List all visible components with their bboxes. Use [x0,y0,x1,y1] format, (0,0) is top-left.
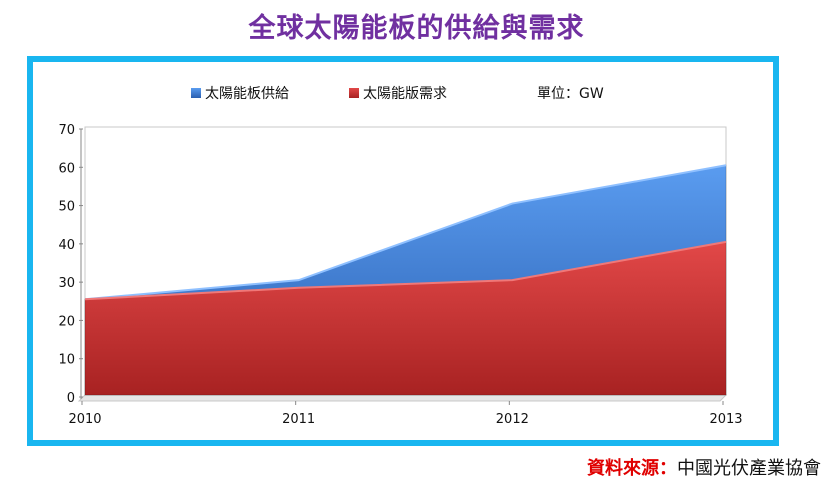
chart-frame: 太陽能板供給 太陽能版需求 單位：GW 0 10 20 30 40 50 60 70 2010 2… [27,56,779,446]
legend-supply-label: 太陽能板供給 [205,86,289,102]
source-value: 中國光伏產業協會 [677,458,821,479]
plot-floor [77,394,728,402]
x-tick-label: 2012 [496,412,529,427]
area-chart: 太陽能板供給 太陽能版需求 單位：GW 0 10 20 30 40 50 60 70 2010 2… [58,86,742,427]
area-demand-edge [84,240,727,301]
y-tick-label: 40 [58,238,75,253]
x-tick-label: 2013 [709,412,742,427]
area-supply-edge [84,164,727,301]
legend-supply-swatch [191,88,201,98]
y-tick-label: 30 [58,276,75,291]
y-tick-label: 10 [58,353,75,368]
unit-label: 單位：GW [537,86,604,102]
x-tick-label: 2010 [68,412,101,427]
legend-demand-swatch [349,88,359,98]
plot-area: 0 10 20 30 40 50 60 70 2010 2011 2012 2013 [58,123,742,427]
y-tick-label: 60 [58,161,75,176]
y-tick-label: 50 [58,200,75,215]
legend-demand-label: 太陽能版需求 [363,86,447,102]
y-tick-label: 20 [58,314,75,329]
y-tick-label: 70 [58,123,75,138]
x-tick-label: 2011 [282,412,315,427]
source-note: 資料來源：中國光伏產業協會 [587,454,821,480]
y-tick-label: 0 [67,391,75,406]
page-title: 全球太陽能板的供給與需求 [248,13,585,44]
source-label: 資料來源： [587,458,677,479]
legend: 太陽能板供給 太陽能版需求 單位：GW [191,86,604,102]
